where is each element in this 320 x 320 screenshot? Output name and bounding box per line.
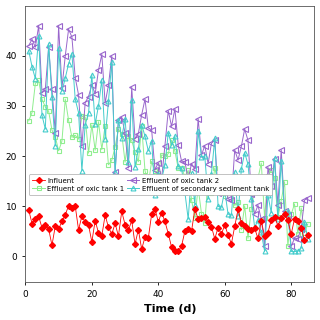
Effluent of oxic tank 2: [116, 118, 120, 122]
Effluent of secondary sediment tank: [126, 160, 130, 164]
Effluent of oxic tank 1: [76, 137, 80, 141]
Effluent of secondary sediment tank: [37, 34, 41, 37]
Effluent of secondary sediment tank: [113, 171, 117, 174]
Effluent of secondary sediment tank: [306, 236, 310, 240]
Line: Effluent of oxic tank 2: Effluent of oxic tank 2: [26, 23, 311, 249]
Legend: Influent, Effluent of oxic tank 1, Effluent of oxic tank 2, Effluent of secondar: Influent, Effluent of oxic tank 1, Efflu…: [29, 174, 272, 195]
Line: Effluent of secondary sediment tank: Effluent of secondary sediment tank: [26, 33, 310, 254]
Line: Influent: Influent: [27, 204, 310, 253]
Effluent of oxic tank 2: [126, 166, 130, 170]
Effluent of oxic tank 1: [126, 134, 130, 138]
Effluent of oxic tank 2: [113, 170, 117, 174]
Influent: [76, 228, 80, 232]
Effluent of oxic tank 1: [27, 119, 31, 123]
Effluent of secondary sediment tank: [296, 250, 300, 253]
Effluent of oxic tank 2: [263, 244, 267, 248]
Influent: [67, 204, 70, 208]
Influent: [126, 228, 130, 232]
Effluent of oxic tank 1: [116, 127, 120, 131]
Effluent of oxic tank 2: [27, 44, 31, 48]
Influent: [306, 233, 310, 237]
Influent: [27, 208, 31, 212]
X-axis label: Time (d): Time (d): [144, 304, 196, 315]
Influent: [170, 245, 173, 249]
Effluent of oxic tank 2: [296, 237, 300, 241]
Influent: [173, 250, 177, 253]
Effluent of secondary sediment tank: [116, 118, 120, 122]
Influent: [116, 234, 120, 238]
Effluent of secondary sediment tank: [76, 111, 80, 115]
Effluent of oxic tank 1: [170, 138, 173, 142]
Line: Effluent of oxic tank 1: Effluent of oxic tank 1: [26, 78, 310, 248]
Influent: [113, 221, 117, 225]
Effluent of oxic tank 1: [296, 232, 300, 236]
Influent: [296, 219, 300, 223]
Effluent of secondary sediment tank: [170, 143, 173, 147]
Effluent of oxic tank 1: [37, 78, 41, 82]
Effluent of oxic tank 1: [306, 222, 310, 226]
Effluent of oxic tank 1: [113, 145, 117, 149]
Effluent of secondary sediment tank: [263, 250, 267, 253]
Effluent of oxic tank 2: [37, 24, 41, 28]
Effluent of oxic tank 2: [76, 93, 80, 97]
Effluent of oxic tank 2: [306, 196, 310, 200]
Effluent of secondary sediment tank: [27, 49, 31, 52]
Effluent of oxic tank 2: [170, 124, 173, 128]
Effluent of oxic tank 1: [286, 244, 290, 248]
